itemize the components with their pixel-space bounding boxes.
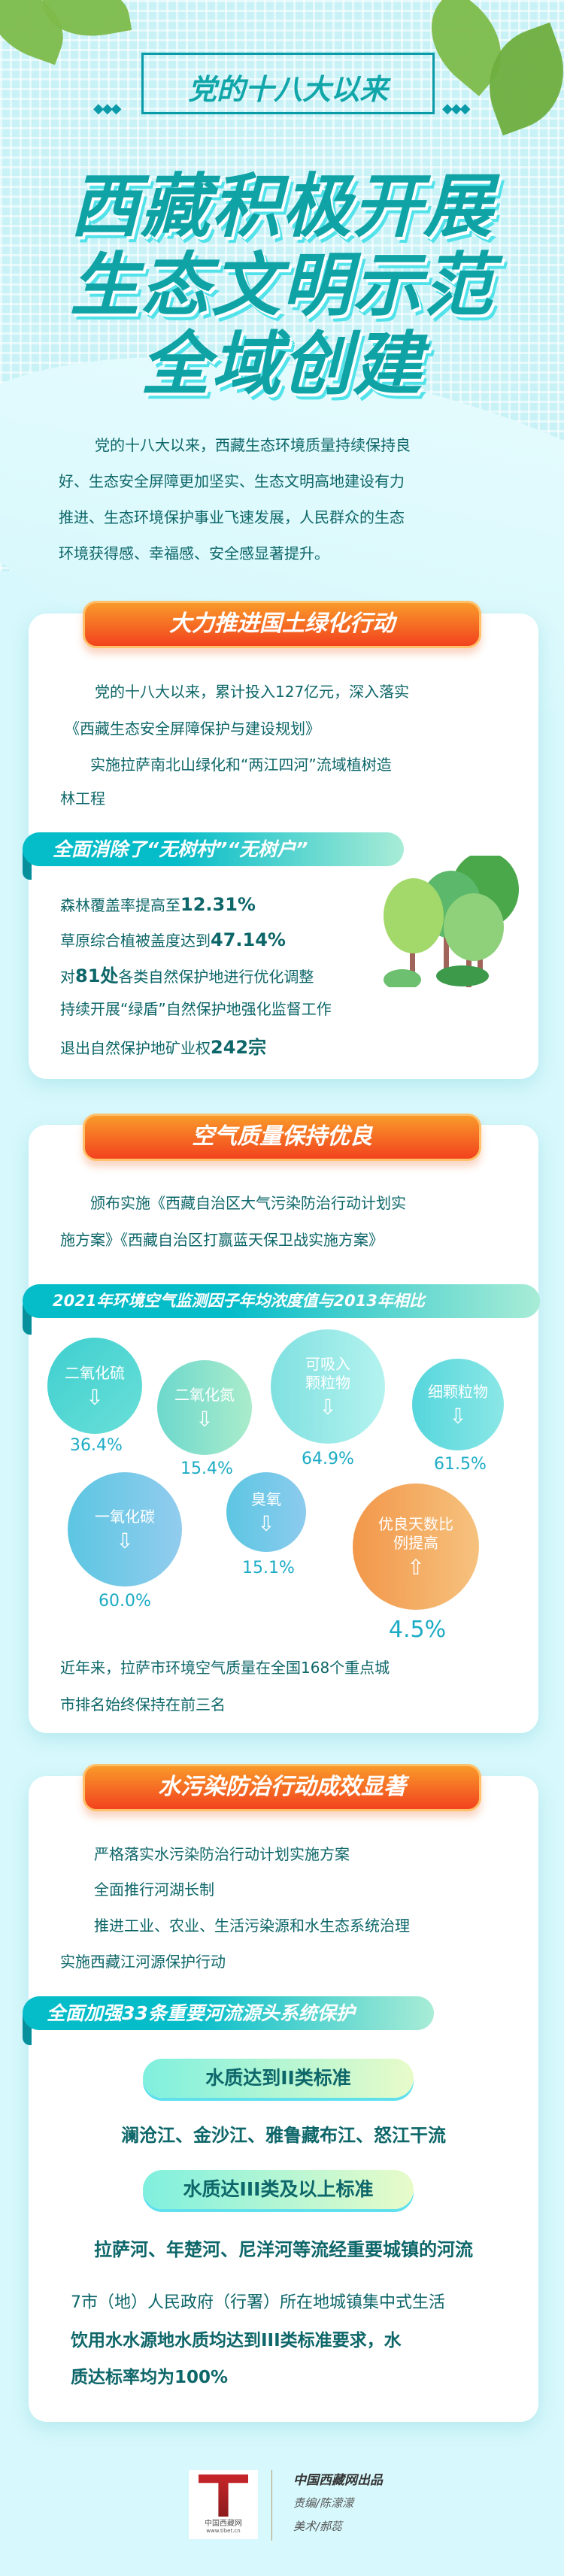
section-banner: 大力推进国土绿化行动 [83,601,481,648]
river-list: 澜沧江、金沙江、雅鲁藏布江、怒江干流 [121,2125,446,2146]
water-card [29,1776,538,2422]
bubble-so2: 二氧化硫 ⇩ [47,1338,142,1434]
text-line: 林工程 [60,789,105,808]
producer-credit: 中国西藏网出品 [293,2473,383,2488]
text-line: 《西藏生态安全屏障保护与建设规划》 [65,720,320,738]
down-arrow-icon: ⇩ [196,1406,214,1432]
editor-credit: 责编/陈濛濛 [293,2496,354,2510]
page-title-line-1: 西藏积极开展 [69,166,494,247]
art-credit: 美术/郝蕊 [293,2520,343,2533]
down-arrow-icon: ⇩ [86,1384,104,1410]
text-line: 质达标率均为100% [71,2368,229,2387]
text-line: 全面推行河湖长制 [94,1880,214,1899]
bubble-value: 4.5% [388,1617,447,1643]
text-line: 7市（地）人民政府（行署）所在地城镇集中式生活 [71,2293,445,2312]
bubble-no2: 二氧化氮 ⇩ [157,1360,252,1455]
text-line: 严格落实水污染防治行动计划实施方案 [94,1845,350,1863]
footer-divider [271,2470,272,2541]
text-line: 饮用水水源地水质均达到III类标准要求，水 [71,2331,402,2350]
page-title-line-2: 生态文明示范 [69,245,494,326]
bubble-o3: 臭氧 ⇩ [226,1472,306,1552]
bubble-co: 一氧化碳 ⇩ [68,1472,182,1587]
logo-mark-icon [199,2474,248,2517]
bubble-pm10: 可吸入颗粒物 ⇩ [271,1329,385,1444]
intro-line: 好、生态安全屏障更加坚实、生态文明高地建设有力 [59,472,405,490]
section-banner: 空气质量保持优良 [83,1114,481,1161]
bubble-value: 61.5% [434,1455,487,1474]
stat-item: 森林覆盖率提高至12.31% [60,894,256,915]
text-line: 实施拉萨南北山绿化和“两江四河”流域植树造 [90,756,392,774]
bubble-value: 60.0% [99,1592,151,1611]
stat-item: 持续开展“绿盾”自然保护地强化监督工作 [60,1000,332,1018]
trees-illustration-icon [384,856,519,987]
down-arrow-icon: ⇩ [116,1528,134,1553]
bubble-value: 64.9% [302,1450,354,1468]
page-title-line-3: 全域创建 [140,324,423,405]
bubble-good-days: 优良天数比例提高 ⇧ [353,1483,479,1610]
text-line: 推进工业、农业、生活污染源和水生态系统治理 [94,1917,410,1935]
down-arrow-icon: ⇩ [319,1395,337,1420]
up-arrow-icon: ⇧ [407,1555,425,1580]
standard-pill: 水质达到II类标准 [143,2059,414,2098]
sub-banner: 全面消除了“无树村”“无树户” [23,832,404,866]
sub-banner: 全面加强33条重要河流源头系统保护 [23,1996,434,2030]
section-banner: 水污染防治行动成效显著 [83,1764,481,1811]
diamond-decoration-icon: ◆◆◆ [93,101,122,117]
down-arrow-icon: ⇩ [449,1403,467,1429]
subtitle: 党的十八大以来 [187,73,388,106]
text-line: 实施西藏江河源保护行动 [60,1953,226,1971]
diamond-decoration-icon: ◆◆◆ [442,101,471,117]
down-arrow-icon: ⇩ [257,1511,275,1536]
text-line: 施方案》《西藏自治区打赢蓝天保卫战实施方案》 [60,1231,384,1249]
intro-line: 推进、生态环境保护事业飞速发展，人民群众的生态 [59,508,405,526]
subtitle-frame [141,53,435,114]
bubble-pm25: 细颗粒物 ⇩ [412,1359,504,1450]
bubble-value: 36.4% [70,1436,123,1455]
bubble-value: 15.4% [180,1459,233,1478]
text-line: 党的十八大以来，累计投入127亿元，深入落实 [95,683,410,701]
site-logo: 中国西藏网 www.tibet.cn [189,2470,258,2539]
standard-pill: 水质达III类及以上标准 [143,2170,414,2209]
intro-line: 党的十八大以来，西藏生态环境质量持续保持良 [95,436,411,454]
text-line: 颁布实施《西藏自治区大气污染防治行动计划实 [90,1194,406,1212]
text-line: 近年来，拉萨市环境空气质量在全国168个重点城 [60,1659,390,1677]
stat-item: 草原综合植被盖度达到47.14% [60,929,286,950]
sub-banner: 2021年环境空气监测因子年均浓度值与2013年相比 [23,1284,540,1318]
river-list: 拉萨河、年楚河、尼洋河等流经重要城镇的河流 [94,2239,473,2260]
bubble-value: 15.1% [242,1559,295,1577]
text-line: 市排名始终保持在前三名 [60,1696,226,1714]
stat-item: 退出自然保护地矿业权242宗 [60,1037,267,1058]
intro-line: 环境获得感、幸福感、安全感显著提升。 [59,544,329,562]
stat-item: 对81处各类自然保护地进行优化调整 [60,965,314,986]
